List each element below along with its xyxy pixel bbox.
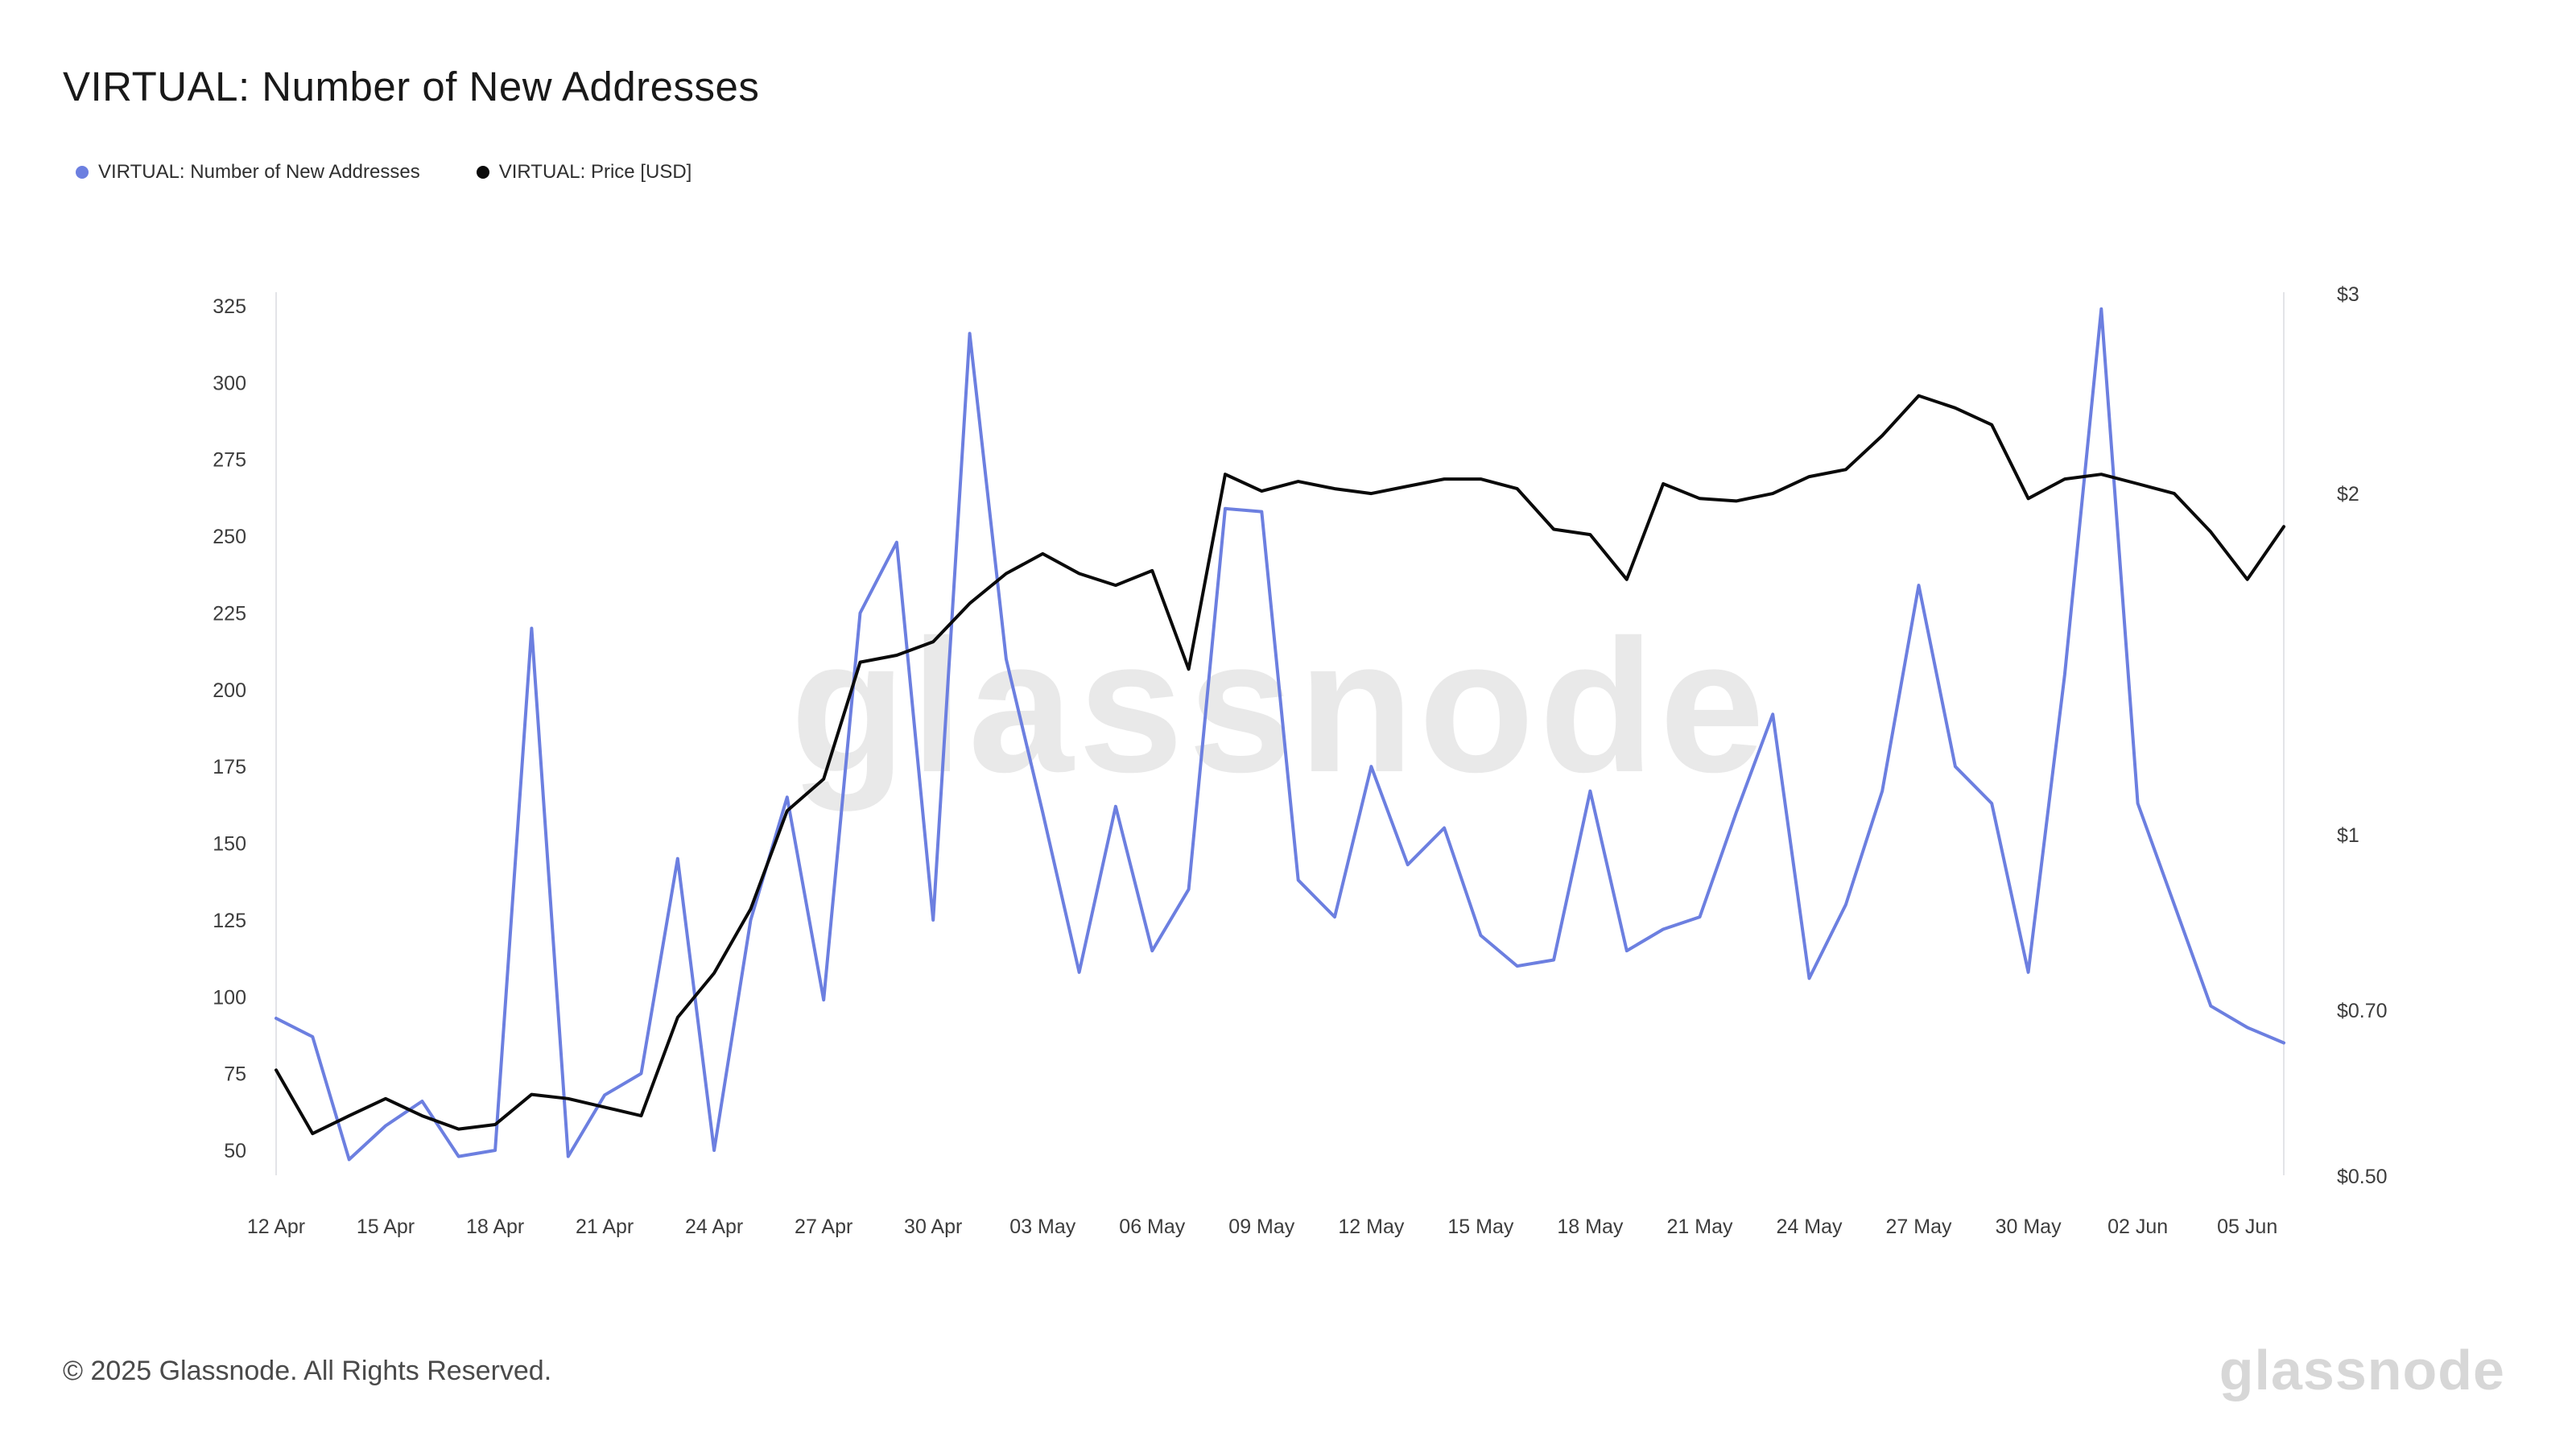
- x-axis-tick-label: 03 May: [1009, 1216, 1075, 1238]
- x-axis-tick-label: 15 May: [1447, 1216, 1513, 1238]
- legend-label-price-usd: VIRTUAL: Price [USD]: [498, 161, 692, 183]
- series-line-new-addresses: [275, 307, 2285, 1162]
- series-line-price: [275, 394, 2285, 1136]
- right-axis-tick-label: $0.70: [2337, 1000, 2388, 1022]
- legend-marker-price-usd-icon: [476, 166, 489, 179]
- x-axis-tick-label: 06 May: [1119, 1216, 1185, 1238]
- x-axis-tick-label: 30 May: [1996, 1216, 2062, 1238]
- left-axis-tick-label: 175: [213, 756, 246, 778]
- left-axis-tick-label: 150: [213, 833, 246, 856]
- right-axis-tick-label: $2: [2337, 483, 2359, 506]
- right-axis-tick-label: $1: [2337, 824, 2359, 847]
- x-axis-tick-label: 12 May: [1338, 1216, 1404, 1238]
- x-axis-tick-label: 27 May: [1886, 1216, 1952, 1238]
- glassnode-watermark: glassnode: [791, 600, 1769, 811]
- x-axis-tick-label: 15 Apr: [357, 1216, 415, 1238]
- left-axis-tick-label: 125: [213, 910, 246, 932]
- left-axis-tick-label: 250: [213, 526, 246, 548]
- left-axis-tick-label: 275: [213, 449, 246, 472]
- legend-item-new-addresses[interactable]: VIRTUAL: Number of New Addresses: [76, 161, 420, 184]
- x-axis-tick-label: 24 Apr: [685, 1216, 743, 1238]
- x-axis-tick-label: 21 Apr: [576, 1216, 634, 1238]
- left-axis-tick-label: 200: [213, 679, 246, 702]
- x-axis-tick-label: 21 May: [1667, 1216, 1733, 1238]
- x-axis-tick-label: 24 May: [1777, 1216, 1843, 1238]
- left-axis-tick-label: 225: [213, 602, 246, 625]
- legend-item-price-usd[interactable]: VIRTUAL: Price [USD]: [476, 161, 692, 184]
- glassnode-logo: glassnode: [2219, 1339, 2505, 1401]
- copyright-text: © 2025 Glassnode. All Rights Reserved.: [63, 1356, 552, 1386]
- right-axis-tick-label: $0.50: [2337, 1166, 2388, 1188]
- left-axis-tick-label: 325: [213, 295, 246, 318]
- page-title: VIRTUAL: Number of New Addresses: [63, 64, 760, 109]
- left-axis-tick-label: 100: [213, 986, 246, 1009]
- x-axis-tick-label: 02 Jun: [2107, 1216, 2168, 1238]
- chart-legend: VIRTUAL: Number of New Addresses VIRTUAL…: [76, 161, 691, 184]
- x-axis-tick-label: 27 Apr: [795, 1216, 852, 1238]
- left-axis-tick-label: 300: [213, 372, 246, 394]
- x-axis-tick-label: 05 Jun: [2217, 1216, 2277, 1238]
- left-axis-tick-label: 75: [224, 1063, 246, 1086]
- x-axis-tick-label: 09 May: [1228, 1216, 1294, 1238]
- left-axis-tick-label: 50: [224, 1140, 246, 1162]
- right-axis-tick-label: $3: [2337, 283, 2359, 306]
- x-axis-tick-label: 18 Apr: [466, 1216, 524, 1238]
- x-axis-tick-label: 30 Apr: [904, 1216, 962, 1238]
- legend-marker-new-addresses-icon: [76, 166, 89, 179]
- x-axis-tick-label: 18 May: [1557, 1216, 1623, 1238]
- legend-label-new-addresses: VIRTUAL: Number of New Addresses: [98, 161, 420, 183]
- x-axis-tick-label: 12 Apr: [247, 1216, 305, 1238]
